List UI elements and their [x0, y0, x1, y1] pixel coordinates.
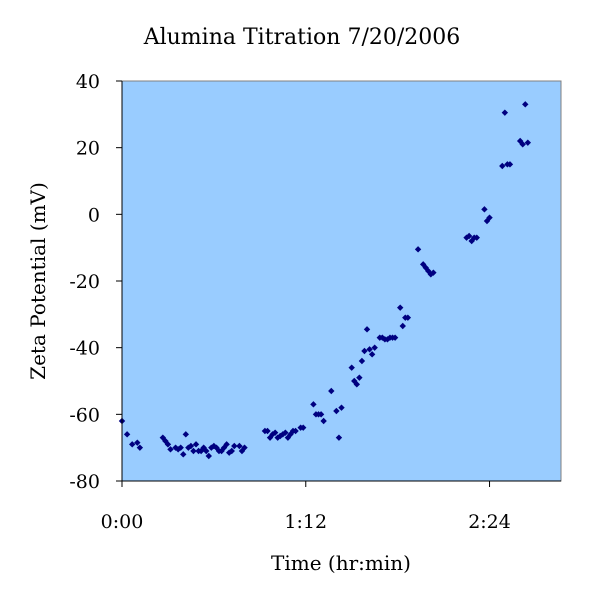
data-point	[134, 439, 141, 446]
data-point	[236, 442, 243, 450]
data-point	[356, 374, 363, 381]
data-point	[519, 141, 526, 148]
data-point	[366, 346, 373, 353]
data-point	[129, 441, 136, 448]
data-point	[524, 139, 532, 146]
data-point	[353, 381, 361, 388]
y-axis-label: Zeta Potential (mV)	[26, 182, 50, 380]
data-point	[164, 441, 172, 448]
y-tick-label: -80	[69, 471, 100, 493]
data-point	[333, 407, 340, 415]
data-point	[231, 442, 238, 450]
data-point	[404, 314, 412, 321]
data-point	[358, 357, 366, 365]
data-point	[310, 401, 317, 408]
data-point	[397, 304, 404, 311]
data-point	[136, 444, 144, 451]
data-point	[300, 424, 307, 431]
x-ticks: 0:00 1:12 2:24	[101, 481, 511, 533]
data-point	[203, 447, 210, 455]
data-point	[241, 444, 248, 451]
data-point	[348, 364, 355, 371]
data-point	[391, 334, 399, 341]
data-point	[371, 344, 378, 351]
plot-area	[121, 80, 562, 482]
data-point	[167, 446, 174, 453]
data-point	[205, 452, 212, 460]
data-point	[363, 326, 371, 333]
data-point	[465, 232, 473, 240]
x-tick-label: 2:24	[468, 511, 511, 533]
data-point	[282, 429, 289, 436]
data-point	[182, 431, 190, 438]
data-point	[499, 162, 506, 170]
data-point	[187, 442, 195, 450]
data-point	[317, 411, 325, 418]
data-point	[430, 269, 437, 276]
data-point	[190, 447, 197, 455]
y-tick-label: -20	[69, 271, 100, 293]
data-point	[223, 441, 230, 448]
data-point	[338, 404, 345, 411]
data-point	[473, 234, 480, 241]
data-point	[271, 429, 279, 436]
y-tick-label: 40	[76, 71, 100, 93]
data-point	[368, 351, 376, 358]
data-point	[123, 431, 131, 438]
data-point	[399, 322, 406, 330]
data-point	[522, 101, 529, 108]
y-ticks: 40 20 0 -20 -40 -60 -80	[69, 71, 122, 493]
y-tick-label: 0	[88, 204, 100, 226]
x-tick-label: 0:00	[101, 511, 144, 533]
data-point	[320, 417, 327, 425]
y-tick-label: -40	[69, 338, 100, 360]
data-point	[328, 387, 335, 395]
data-point	[516, 137, 524, 145]
data-point	[481, 206, 488, 213]
y-tick-label: -60	[69, 404, 100, 426]
data-point	[335, 434, 343, 441]
x-tick-label: 1:12	[284, 511, 327, 533]
data-points	[118, 101, 532, 460]
data-point	[506, 161, 514, 168]
data-point	[177, 444, 184, 451]
y-tick-label: 20	[76, 138, 100, 160]
data-point	[264, 427, 271, 435]
data-point	[192, 441, 200, 448]
x-axis-label: Time (hr:min)	[271, 551, 411, 575]
chart-title: Alumina Titration 7/20/2006	[143, 25, 461, 50]
data-point	[414, 246, 422, 253]
data-point	[501, 109, 509, 116]
data-point	[228, 447, 235, 455]
data-point	[483, 217, 491, 225]
data-point	[292, 427, 299, 435]
data-point	[180, 451, 187, 458]
data-point	[486, 214, 493, 221]
data-point	[361, 347, 368, 355]
